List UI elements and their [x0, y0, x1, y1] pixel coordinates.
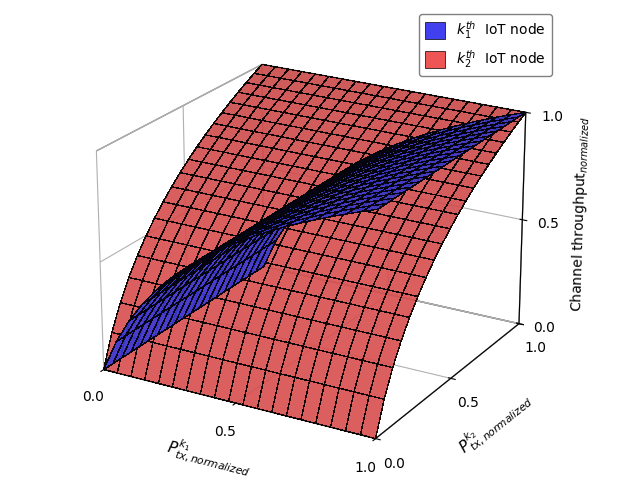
Y-axis label: $P_{tx,normalized}^{k_2}$: $P_{tx,normalized}^{k_2}$ — [453, 386, 536, 460]
Legend: $k_1^{th}$  IoT node, $k_2^{th}$  IoT node: $k_1^{th}$ IoT node, $k_2^{th}$ IoT node — [419, 14, 552, 76]
X-axis label: $P_{tx,normalized}^{k_1}$: $P_{tx,normalized}^{k_1}$ — [164, 435, 254, 481]
